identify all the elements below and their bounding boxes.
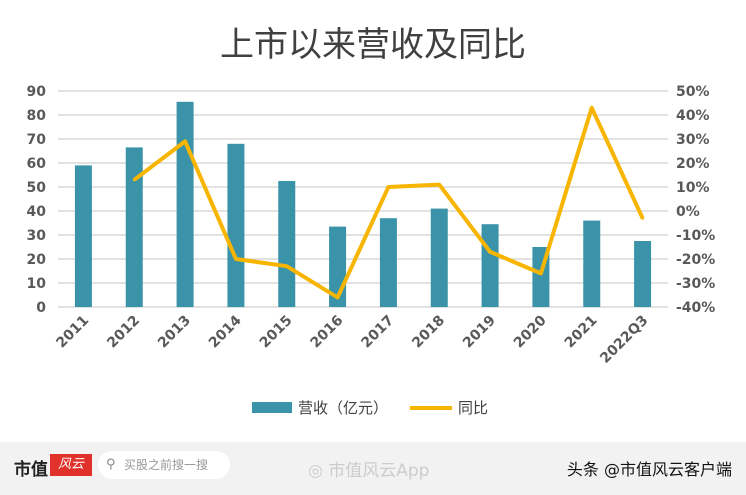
legend-swatch-revenue xyxy=(252,402,292,413)
y-right-tick-label: 50% xyxy=(676,84,710,100)
point-2016 xyxy=(336,295,340,299)
brand-text: 市值 xyxy=(14,460,48,480)
y-left-tick-label: 20 xyxy=(27,252,47,268)
weibo-icon: ◎ xyxy=(308,461,329,481)
bar-2011 xyxy=(74,165,92,307)
search-input[interactable]: ⚲ 买股之前搜一搜 xyxy=(98,451,230,479)
point-2018 xyxy=(437,183,441,187)
x-tick-label: 2012 xyxy=(104,313,143,352)
x-tick-label: 2015 xyxy=(257,313,296,352)
x-tick-label: 2022Q3 xyxy=(597,313,651,367)
y-right-tick-label: -10% xyxy=(676,228,715,244)
y-right-tick-label: -40% xyxy=(676,300,715,316)
x-tick-label: 2011 xyxy=(53,313,92,352)
point-2013 xyxy=(183,139,187,143)
x-tick-label: 2020 xyxy=(511,312,550,351)
y-right-tick-label: 40% xyxy=(676,108,710,124)
y-right-tick-label: 20% xyxy=(676,156,710,172)
search-icon: ⚲ xyxy=(106,457,116,472)
point-2014 xyxy=(234,257,238,261)
footer-bar: 市值 风云 ⚲ 买股之前搜一搜 ◎ 市值风云App 头条 @市值风云客户端 xyxy=(0,442,746,495)
y-left-tick-label: 50 xyxy=(27,180,47,196)
bar-2022Q3 xyxy=(634,241,652,307)
brand-logo: 风云 xyxy=(50,454,92,476)
weibo-watermark: ◎ 市值风云App xyxy=(308,461,430,481)
point-2022Q3 xyxy=(641,216,645,220)
x-tick-label: 2017 xyxy=(358,313,397,352)
bar-2012 xyxy=(125,147,143,307)
point-2012 xyxy=(132,178,136,182)
bar-2018 xyxy=(430,208,448,307)
y-right-tick-label: -30% xyxy=(676,276,715,292)
bar-2017 xyxy=(379,218,397,307)
chart: 上市以来营收及同比 0 10 20 30 40 50 60 70 80 90 -40% -30% -20… xyxy=(27,25,716,417)
x-tick-label: 2021 xyxy=(562,313,601,352)
toutiao-credit: 头条 @市值风云客户端 xyxy=(566,460,732,479)
x-tick-label: 2018 xyxy=(409,313,448,352)
y-right-tick-label: 0% xyxy=(676,204,700,220)
bar-2021 xyxy=(583,220,601,307)
y-left-tick-label: 40 xyxy=(27,204,47,220)
bar-2015 xyxy=(278,181,296,307)
bar-2013 xyxy=(176,101,194,307)
chart-title: 上市以来营收及同比 xyxy=(220,25,526,65)
point-2020 xyxy=(539,271,543,275)
point-2021 xyxy=(590,106,594,110)
legend-label-yoy: 同比 xyxy=(458,399,488,417)
y-left-tick-label: 10 xyxy=(27,276,47,292)
search-placeholder: 买股之前搜一搜 xyxy=(124,458,209,472)
y-left-tick-label: 90 xyxy=(27,84,47,100)
point-2019 xyxy=(488,250,492,254)
y-left-tick-label: 0 xyxy=(36,300,46,316)
y-right-tick-label: -20% xyxy=(676,252,715,268)
y-left-tick-label: 70 xyxy=(27,132,47,148)
x-tick-label: 2014 xyxy=(206,312,245,351)
y-right-tick-label: 10% xyxy=(676,180,710,196)
bar-2014 xyxy=(227,143,245,307)
y-left-tick-label: 80 xyxy=(27,108,47,124)
x-tick-label: 2016 xyxy=(308,313,347,352)
point-2017 xyxy=(386,185,390,189)
bar-2019 xyxy=(481,224,499,307)
x-tick-label: 2013 xyxy=(155,313,194,352)
y-right-tick-label: 30% xyxy=(676,132,710,148)
x-tick-label: 2019 xyxy=(460,313,499,352)
legend-label-revenue: 营收（亿元） xyxy=(298,399,388,417)
point-2015 xyxy=(285,264,289,268)
y-left-tick-label: 60 xyxy=(27,156,47,172)
y-left-tick-label: 30 xyxy=(27,228,47,244)
